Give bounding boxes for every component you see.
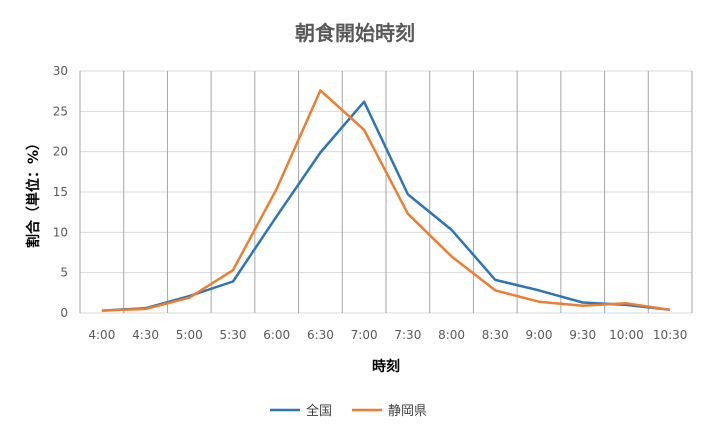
y-tick-label: 30 <box>53 64 68 78</box>
x-tick-label: 6:30 <box>307 328 334 342</box>
y-tick-label: 25 <box>53 104 68 118</box>
x-tick-label: 8:00 <box>438 328 465 342</box>
x-tick-label: 4:30 <box>132 328 159 342</box>
y-tick-label: 5 <box>60 266 68 280</box>
x-tick-label: 7:30 <box>394 328 421 342</box>
x-tick-label: 6:00 <box>263 328 290 342</box>
y-tick-label: 0 <box>60 306 68 320</box>
y-tick-label: 15 <box>53 185 68 199</box>
legend: 全国 静岡県 <box>270 403 427 419</box>
x-axis-label: 時刻 <box>372 358 400 375</box>
y-tick-label: 20 <box>53 145 68 159</box>
series-lines <box>101 89 671 312</box>
x-tick-label: 9:00 <box>526 328 553 342</box>
grid <box>79 70 693 314</box>
legend-label-1: 静岡県 <box>388 404 427 419</box>
chart-title: 朝食開始時刻 <box>295 21 415 45</box>
y-axis-label: 割合（単位：%） <box>25 136 42 248</box>
x-tick-label: 7:00 <box>351 328 378 342</box>
x-axis: 4:00 4:30 5:00 5:30 6:00 6:30 7:00 7:30 8:00 8:30… <box>88 328 687 342</box>
legend-label-0: 全国 <box>306 403 332 419</box>
x-tick-label: 10:00 <box>609 328 644 342</box>
x-tick-label: 9:30 <box>569 328 596 342</box>
x-tick-label: 4:00 <box>88 328 115 342</box>
x-tick-label: 10:30 <box>653 328 688 342</box>
x-tick-label: 8:30 <box>482 328 509 342</box>
series-line-1 <box>101 89 671 312</box>
y-tick-label: 10 <box>53 225 68 239</box>
x-tick-label: 5:30 <box>220 328 247 342</box>
x-tick-label: 5:00 <box>176 328 203 342</box>
y-axis: 0 5 10 15 20 25 30 <box>53 64 68 320</box>
